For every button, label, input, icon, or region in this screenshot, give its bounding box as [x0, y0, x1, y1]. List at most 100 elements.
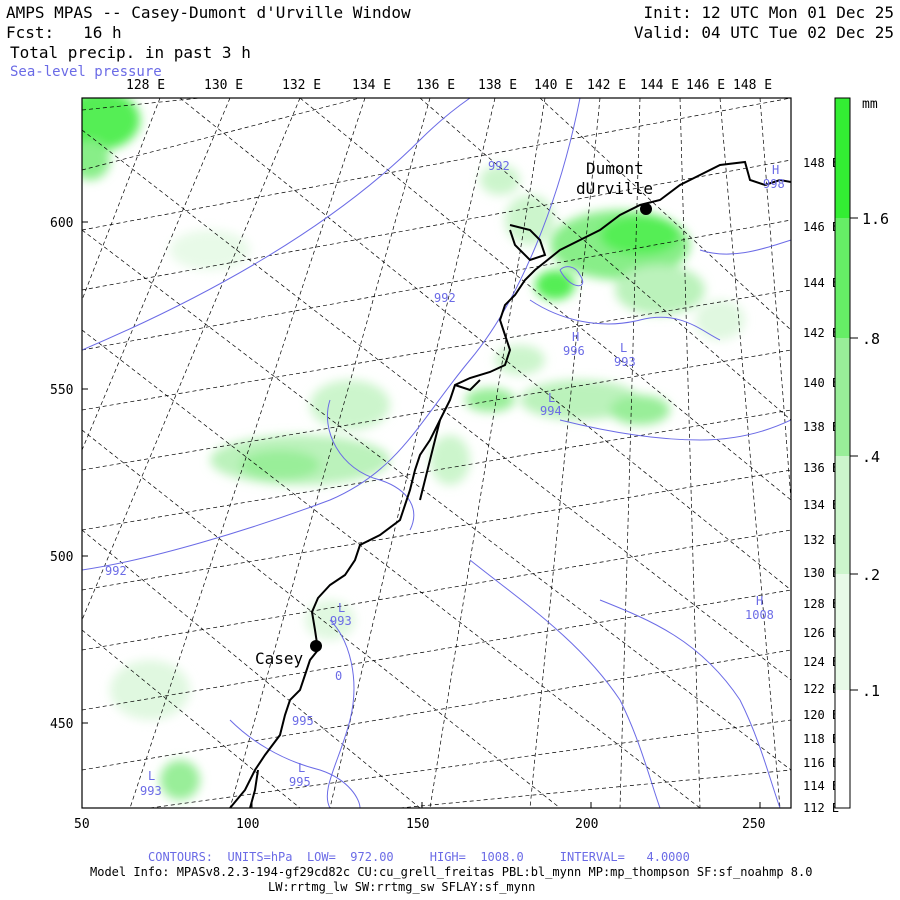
pressure-label: 992: [105, 564, 127, 578]
svg-text:144 E: 144 E: [803, 276, 839, 290]
x-tick-label: 150: [406, 817, 429, 832]
pressure-low-mark: L: [548, 391, 555, 405]
colorbar-swatch: [835, 338, 850, 456]
pressure-label: 996: [563, 344, 585, 358]
x-tick-label: 250: [742, 817, 765, 832]
lon-label: 144 E: [640, 78, 679, 93]
lon-label: 136 E: [416, 78, 455, 93]
lon-label: 130 E: [204, 78, 243, 93]
colorbar-label: 1.6: [862, 210, 889, 228]
station-marker-casey: [310, 640, 322, 652]
pressure-labels: 992 992 992 993 993 994 996 993 995 995 …: [105, 159, 785, 798]
top-lon-labels: 128 E 130 E 132 E 134 E 136 E 138 E 140 …: [126, 78, 772, 93]
colorbar-swatch: [835, 218, 850, 338]
station-label-dumont: Dumont: [586, 159, 644, 178]
svg-text:140 E: 140 E: [803, 376, 839, 390]
colorbar-frame: [834, 97, 851, 809]
lon-label: 132 E: [282, 78, 321, 93]
pressure-high-mark: H: [756, 594, 763, 608]
field-name: Total precip. in past 3 h: [10, 43, 251, 62]
svg-text:124 E: 124 E: [803, 655, 839, 669]
svg-text:134 E: 134 E: [803, 498, 839, 512]
svg-text:146 E: 146 E: [803, 220, 839, 234]
lon-label: 142 E: [587, 78, 626, 93]
pressure-label: 995: [289, 775, 311, 789]
svg-text:142 E: 142 E: [803, 326, 839, 340]
colorbar-swatch: [835, 574, 850, 690]
pressure-label: 994: [540, 404, 562, 418]
station-marker-dumont: [640, 203, 652, 215]
pressure-label: 1008: [745, 608, 774, 622]
init-time: Init: 12 UTC Mon 01 Dec 25: [643, 3, 894, 22]
y-tick-label: 600: [50, 216, 73, 231]
valid-time: Valid: 04 UTC Tue 02 Dec 25: [633, 23, 894, 42]
svg-text:132 E: 132 E: [803, 533, 839, 547]
pressure-high-mark: H: [572, 330, 579, 344]
y-tick-label: 450: [50, 717, 73, 732]
station-label-casey: Casey: [255, 649, 304, 668]
colorbar-swatch: [835, 456, 850, 574]
lon-label: 134 E: [352, 78, 391, 93]
lon-label: 146 E: [686, 78, 725, 93]
svg-text:148 E: 148 E: [803, 156, 839, 170]
lon-label: 140 E: [534, 78, 573, 93]
svg-text:138 E: 138 E: [803, 420, 839, 434]
lon-label: 128 E: [126, 78, 165, 93]
model-info-2: LW:rrtmg_lw SW:rrtmg_sw SFLAY:sf_mynn: [268, 880, 536, 894]
lon-label: 138 E: [478, 78, 517, 93]
pressure-label: 992: [488, 159, 510, 173]
colorbar-label: .4: [862, 448, 880, 466]
svg-text:130 E: 130 E: [803, 566, 839, 580]
svg-text:114 E: 114 E: [803, 779, 839, 793]
coastline: [229, 160, 791, 808]
svg-text:118 E: 118 E: [803, 732, 839, 746]
svg-text:120 E: 120 E: [803, 708, 839, 722]
right-lon-labels: 148 E 146 E 144 E 142 E 140 E 138 E 136 …: [803, 156, 839, 815]
pressure-label: 995: [292, 714, 314, 728]
y-axis-labels: 600 550 500 450: [50, 216, 73, 732]
svg-text:126 E: 126 E: [803, 626, 839, 640]
pressure-contours: [82, 98, 791, 808]
svg-text:112 E: 112 E: [803, 801, 839, 815]
pressure-label: 993: [140, 784, 162, 798]
colorbar-unit: mm: [862, 97, 878, 112]
x-ticks: [81, 802, 761, 808]
pressure-low-mark: L: [338, 601, 345, 615]
station-label-durville: dUrville: [576, 179, 653, 198]
pressure-label: 993: [614, 355, 636, 369]
x-tick-label: 50: [74, 817, 90, 832]
map-title: AMPS MPAS -- Casey-Dumont d'Urville Wind…: [6, 3, 411, 22]
graticule: [82, 98, 791, 808]
x-tick-label: 200: [575, 817, 598, 832]
y-tick-label: 550: [50, 383, 73, 398]
pressure-high-mark: H: [772, 163, 779, 177]
pressure-marks: H L L H L L L H: [148, 163, 779, 783]
pressure-label: 998: [763, 177, 785, 191]
colorbar-swatch: [835, 98, 850, 218]
svg-text:136 E: 136 E: [803, 461, 839, 475]
pressure-label: 993: [330, 614, 352, 628]
overlay-name: Sea-level pressure: [10, 64, 162, 80]
x-axis-labels: 50 100 150 200 250: [74, 817, 765, 832]
colorbar-label: .8: [862, 330, 880, 348]
contour-info: CONTOURS: UNITS=hPa LOW= 972.00 HIGH= 10…: [148, 850, 690, 864]
precip-shading: [82, 98, 745, 800]
pressure-low-mark: L: [620, 341, 627, 355]
svg-text:116 E: 116 E: [803, 756, 839, 770]
colorbar-label: .1: [862, 682, 880, 700]
x-tick-label: 100: [236, 817, 259, 832]
svg-text:122 E: 122 E: [803, 682, 839, 696]
colorbar-label: .2: [862, 566, 880, 584]
pressure-label: 992: [434, 291, 456, 305]
svg-text:128 E: 128 E: [803, 597, 839, 611]
colorbar-swatch: [835, 690, 850, 808]
pressure-label: 0: [335, 669, 342, 683]
y-ticks: [82, 221, 88, 724]
model-info: Model Info: MPASv8.2.3-194-gf29cd82c CU:…: [90, 865, 813, 879]
pressure-low-mark: L: [298, 761, 305, 775]
y-tick-label: 500: [50, 550, 73, 565]
lon-label: 148 E: [733, 78, 772, 93]
forecast-hour: Fcst: 16 h: [6, 23, 122, 42]
colorbar: mm 1.6 .8 .4 .2 .1: [834, 97, 889, 809]
